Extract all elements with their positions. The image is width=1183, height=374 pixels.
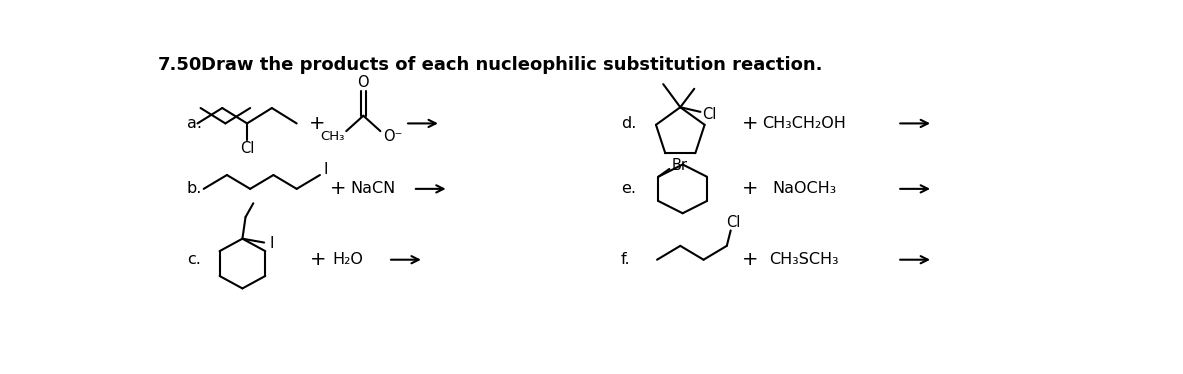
Text: NaCN: NaCN	[350, 181, 395, 196]
Text: +: +	[310, 250, 327, 269]
Text: b.: b.	[187, 181, 202, 196]
Text: c.: c.	[187, 252, 200, 267]
Text: Cl: Cl	[726, 215, 741, 230]
Text: Draw the products of each nucleophilic substitution reaction.: Draw the products of each nucleophilic s…	[201, 56, 822, 74]
Text: O: O	[357, 75, 369, 90]
Text: 7.50: 7.50	[159, 56, 202, 74]
Text: f.: f.	[621, 252, 631, 267]
Text: +: +	[309, 114, 325, 133]
Text: e.: e.	[621, 181, 635, 196]
Text: Cl: Cl	[240, 141, 254, 156]
Text: Br: Br	[672, 159, 687, 174]
Text: +: +	[742, 250, 758, 269]
Text: I: I	[324, 162, 329, 177]
Text: CH₃CH₂OH: CH₃CH₂OH	[762, 116, 846, 131]
Text: +: +	[742, 114, 758, 133]
Text: NaOCH₃: NaOCH₃	[772, 181, 836, 196]
Text: I: I	[270, 236, 274, 251]
Text: a.: a.	[187, 116, 201, 131]
Text: d.: d.	[621, 116, 636, 131]
Text: CH₃: CH₃	[321, 130, 344, 143]
Text: Cl: Cl	[703, 107, 717, 122]
Text: +: +	[742, 180, 758, 198]
Text: H₂O: H₂O	[332, 252, 363, 267]
Text: O⁻: O⁻	[383, 129, 402, 144]
Text: CH₃SCH₃: CH₃SCH₃	[769, 252, 839, 267]
Text: +: +	[330, 180, 345, 198]
